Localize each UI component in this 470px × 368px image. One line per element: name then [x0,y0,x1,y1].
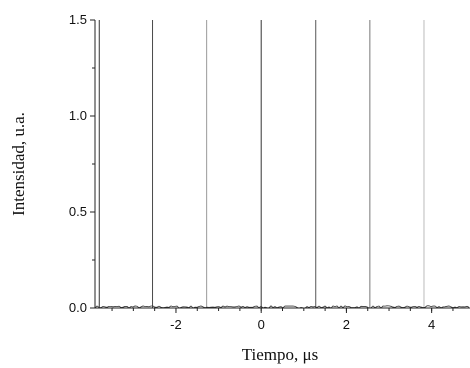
y-ticks: 0.0 0.5 1.0 1.5 [69,12,95,315]
x-tick-label: 2 [343,317,350,332]
x-tick-label: 4 [428,317,435,332]
x-tick-label: 0 [258,317,265,332]
x-ticks: -2 0 2 4 [111,308,454,332]
x-tick-label: -2 [170,317,182,332]
x-axis-title: Tiempo, μs [242,345,319,364]
pulses-group [98,20,425,308]
y-tick-label: 0.0 [69,300,87,315]
y-tick-label: 1.0 [69,108,87,123]
y-tick-label: 0.5 [69,204,87,219]
y-tick-label: 1.5 [69,12,87,27]
baseline-noise [94,305,470,309]
y-axis-title: Intensidad, u.a. [9,112,28,216]
